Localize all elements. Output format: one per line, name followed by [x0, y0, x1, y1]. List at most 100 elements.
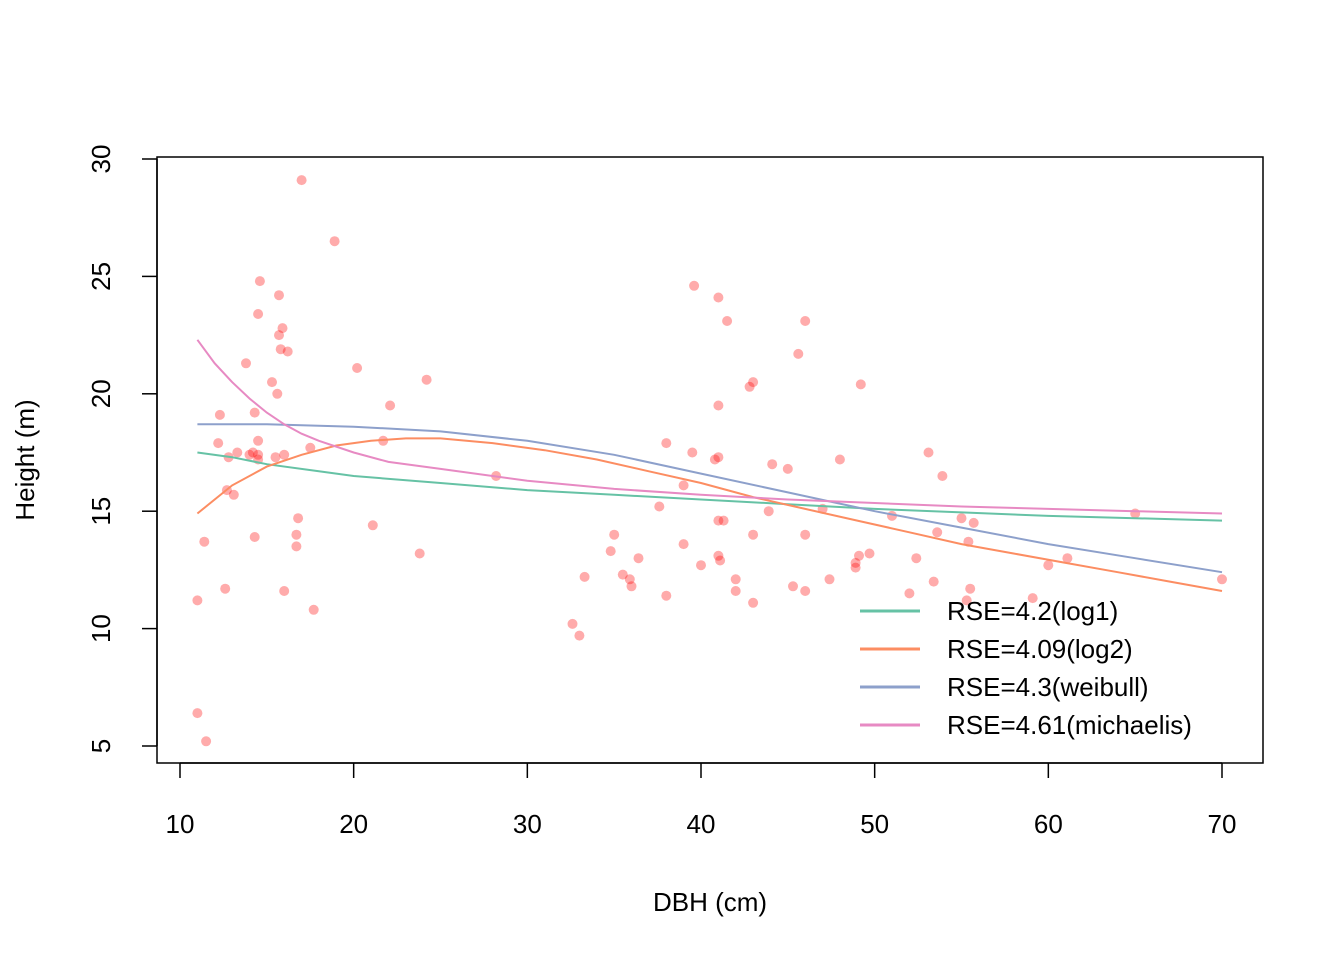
x-tick-label: 20: [339, 809, 368, 839]
data-point: [782, 463, 793, 474]
y-axis: 5 10 15 20 25 30: [86, 145, 158, 753]
data-point: [199, 536, 210, 547]
data-point: [329, 236, 340, 247]
data-point: [713, 400, 724, 411]
data-point: [932, 527, 943, 538]
data-point: [713, 515, 724, 526]
data-point: [800, 586, 811, 596]
data-point: [834, 454, 845, 465]
data-point: [715, 555, 726, 566]
data-point: [214, 409, 225, 420]
fit-line-2: [196, 437, 1223, 592]
data-point: [767, 459, 778, 470]
data-point: [713, 292, 724, 303]
data-point: [253, 435, 264, 446]
data-point: [713, 550, 724, 561]
legend-label: RSE=4.3(weibull): [947, 672, 1149, 702]
y-tick-label: 5: [86, 739, 116, 753]
data-point: [855, 379, 866, 390]
data-point: [965, 583, 976, 594]
data-point: [247, 447, 258, 458]
data-point: [267, 377, 277, 388]
data-point: [574, 630, 585, 641]
data-point: [617, 569, 628, 580]
data-point: [605, 546, 616, 557]
y-axis-title: Height (m): [10, 399, 40, 520]
data-point: [788, 581, 798, 592]
data-point: [308, 604, 319, 615]
data-point: [274, 290, 284, 301]
data-point: [279, 449, 290, 460]
data-point: [689, 280, 700, 291]
data-point: [296, 175, 307, 186]
data-point: [678, 539, 689, 550]
data-point: [696, 560, 706, 571]
data-point: [244, 449, 255, 460]
data-point: [661, 438, 672, 449]
x-tick-label: 30: [513, 809, 542, 839]
data-point: [1062, 553, 1073, 564]
y-tick-label: 25: [86, 262, 116, 291]
data-point: [272, 388, 283, 399]
legend: RSE=4.2(log1) RSE=4.09(log2) RSE=4.3(weibu…: [860, 596, 1192, 740]
x-tick-label: 40: [687, 809, 716, 839]
data-point: [293, 513, 304, 524]
fit-line-4: [196, 339, 1223, 515]
legend-label: RSE=4.61(michaelis): [947, 710, 1192, 740]
data-point: [744, 381, 755, 392]
legend-label: RSE=4.09(log2): [947, 634, 1133, 664]
data-point: [678, 480, 689, 491]
data-point: [911, 553, 922, 564]
data-point: [385, 400, 396, 411]
data-point: [305, 442, 316, 453]
data-point: [763, 506, 774, 517]
data-point: [718, 515, 729, 526]
y-tick-label: 30: [86, 145, 116, 174]
data-point: [961, 595, 972, 606]
fit-line-1: [197, 451, 1223, 522]
data-point: [220, 583, 231, 594]
data-point: [850, 562, 861, 573]
data-point: [291, 529, 302, 540]
fit-lines-layer: [196, 339, 1223, 592]
data-point: [192, 708, 203, 719]
data-point: [793, 348, 804, 359]
data-point: [748, 529, 759, 540]
data-point: [249, 532, 260, 542]
data-point: [730, 574, 741, 585]
x-axis-title: DBH (cm): [653, 887, 767, 917]
fit-line-3: [197, 423, 1223, 574]
data-point: [567, 618, 578, 629]
data-point: [213, 438, 224, 449]
data-point: [201, 736, 212, 747]
data-point: [968, 517, 979, 528]
data-point: [824, 574, 835, 585]
data-point: [800, 316, 811, 326]
data-point: [274, 330, 284, 341]
data-point: [414, 548, 425, 559]
data-point: [1027, 593, 1038, 604]
data-point: [253, 309, 264, 319]
x-axis: 10 20 30 40 50 60 70: [166, 762, 1237, 839]
y-tick-label: 15: [86, 497, 116, 526]
data-point: [270, 452, 281, 463]
data-point: [654, 501, 665, 512]
data-point: [579, 571, 590, 582]
data-point: [352, 363, 363, 373]
x-tick-label: 60: [1034, 809, 1063, 839]
data-point: [624, 574, 635, 585]
data-point: [904, 588, 915, 599]
data-point: [192, 595, 203, 606]
data-point: [241, 358, 251, 369]
data-point: [864, 548, 875, 559]
data-point: [928, 576, 939, 587]
data-point: [253, 449, 264, 460]
data-point: [854, 550, 864, 561]
data-point: [956, 513, 967, 524]
y-tick-label: 10: [86, 614, 116, 643]
legend-label: RSE=4.2(log1): [947, 596, 1118, 626]
data-point: [661, 590, 672, 601]
x-tick-label: 70: [1208, 809, 1237, 839]
data-point: [367, 520, 378, 531]
